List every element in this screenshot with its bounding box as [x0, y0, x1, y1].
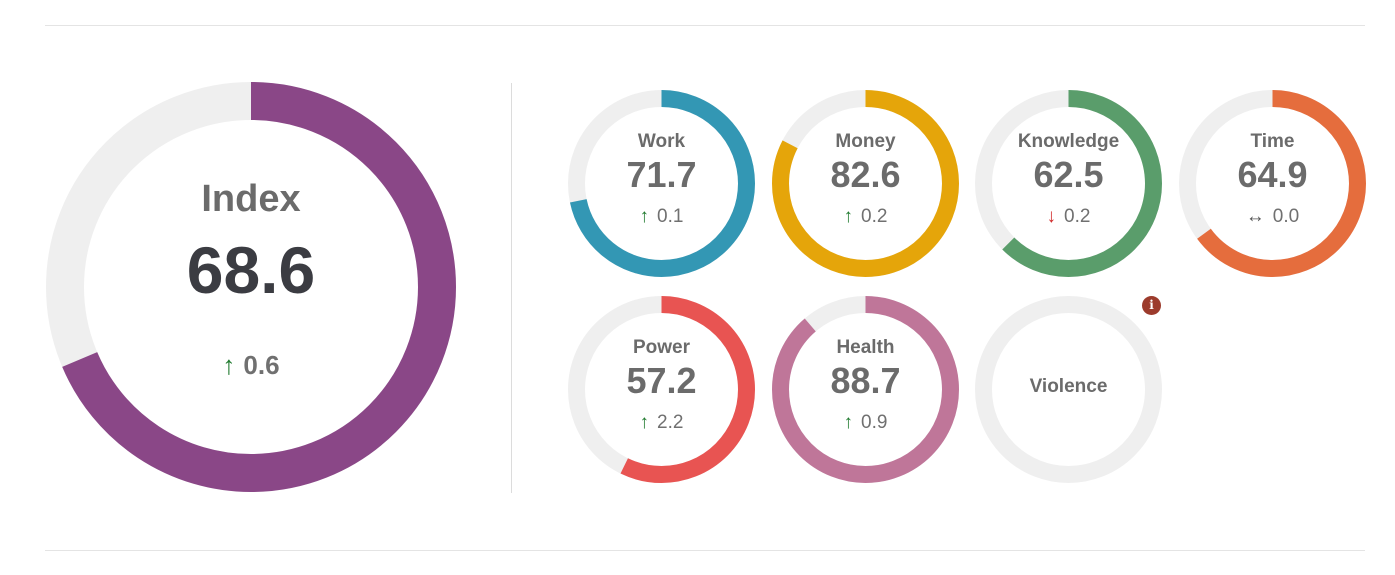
time-gauge[interactable]: Time 64.9 ↔ 0.0: [1179, 90, 1366, 277]
index-delta-value: 0.6: [243, 350, 280, 380]
arrow-up-icon: ↑: [222, 350, 236, 380]
work-delta-value: 0.1: [657, 206, 684, 227]
money-gauge-arc: [772, 90, 959, 277]
violence-label: Violence: [1029, 376, 1108, 397]
time-delta-value: 0.0: [1272, 206, 1300, 227]
money-gauge-ring: [772, 90, 959, 277]
violence-gauge-track: [975, 296, 1162, 483]
power-delta: ↑ 2.2: [568, 412, 755, 434]
index-gauge-ring: [46, 82, 456, 492]
time-label: Time: [1250, 131, 1295, 152]
knowledge-value: 62.5: [1033, 154, 1104, 195]
health-delta-value: 0.9: [861, 412, 888, 433]
arrow-up-icon: ↑: [639, 206, 650, 227]
power-gauge[interactable]: Power 57.2 ↑ 2.2: [568, 296, 755, 483]
money-gauge[interactable]: Money 82.6 ↑ 0.2: [772, 90, 959, 277]
vertical-divider: [511, 83, 512, 493]
health-gauge-ring: [772, 296, 959, 483]
bottom-divider: [45, 550, 1365, 551]
money-value: 82.6: [830, 154, 901, 195]
top-divider: [45, 25, 1365, 26]
health-value: 88.7: [830, 360, 901, 401]
work-value: 71.7: [626, 154, 697, 195]
knowledge-gauge-ring: [975, 90, 1162, 277]
index-value: 68.6: [186, 233, 316, 307]
health-label: Health: [836, 337, 895, 358]
work-gauge[interactable]: Work 71.7 ↑ 0.1: [568, 90, 755, 277]
arrow-up-icon: ↑: [639, 412, 650, 433]
index-label: Index: [201, 178, 301, 220]
health-gauge-arc: [772, 296, 959, 483]
knowledge-delta: ↓ 0.2: [975, 206, 1162, 228]
knowledge-delta-value: 0.2: [1064, 206, 1091, 227]
money-delta-value: 0.2: [861, 206, 888, 227]
time-value: 64.9: [1237, 154, 1308, 195]
arrow-left-right-icon: ↔: [1245, 206, 1265, 227]
violence-gauge-ring: [975, 296, 1162, 483]
work-label: Work: [637, 131, 686, 152]
arrow-up-icon: ↑: [843, 412, 854, 433]
knowledge-label: Knowledge: [1017, 131, 1120, 152]
arrow-up-icon: ↑: [843, 206, 854, 227]
health-delta: ↑ 0.9: [772, 412, 959, 434]
work-delta: ↑ 0.1: [568, 206, 755, 228]
power-value: 57.2: [626, 360, 697, 401]
health-gauge[interactable]: Health 88.7 ↑ 0.9: [772, 296, 959, 483]
knowledge-gauge-arc: [975, 90, 1162, 277]
time-gauge-arc: [1179, 90, 1366, 277]
time-gauge-ring: [1179, 90, 1366, 277]
knowledge-gauge[interactable]: Knowledge 62.5 ↓ 0.2: [975, 90, 1162, 277]
power-delta-value: 2.2: [657, 412, 684, 433]
violence-gauge[interactable]: Violence: [975, 296, 1162, 483]
work-gauge-arc: [568, 90, 755, 277]
money-delta: ↑ 0.2: [772, 206, 959, 228]
power-gauge-arc: [568, 296, 755, 483]
index-gauge-arc: [46, 82, 456, 492]
power-gauge-ring: [568, 296, 755, 483]
time-delta: ↔ 0.0: [1179, 206, 1366, 228]
arrow-down-icon: ↓: [1046, 206, 1057, 227]
power-label: Power: [632, 337, 691, 358]
info-icon[interactable]: i: [1142, 296, 1161, 315]
index-gauge[interactable]: Index 68.6 ↑ 0.6: [46, 82, 456, 492]
work-gauge-ring: [568, 90, 755, 277]
index-delta: ↑ 0.6: [46, 350, 456, 381]
money-label: Money: [835, 131, 896, 152]
